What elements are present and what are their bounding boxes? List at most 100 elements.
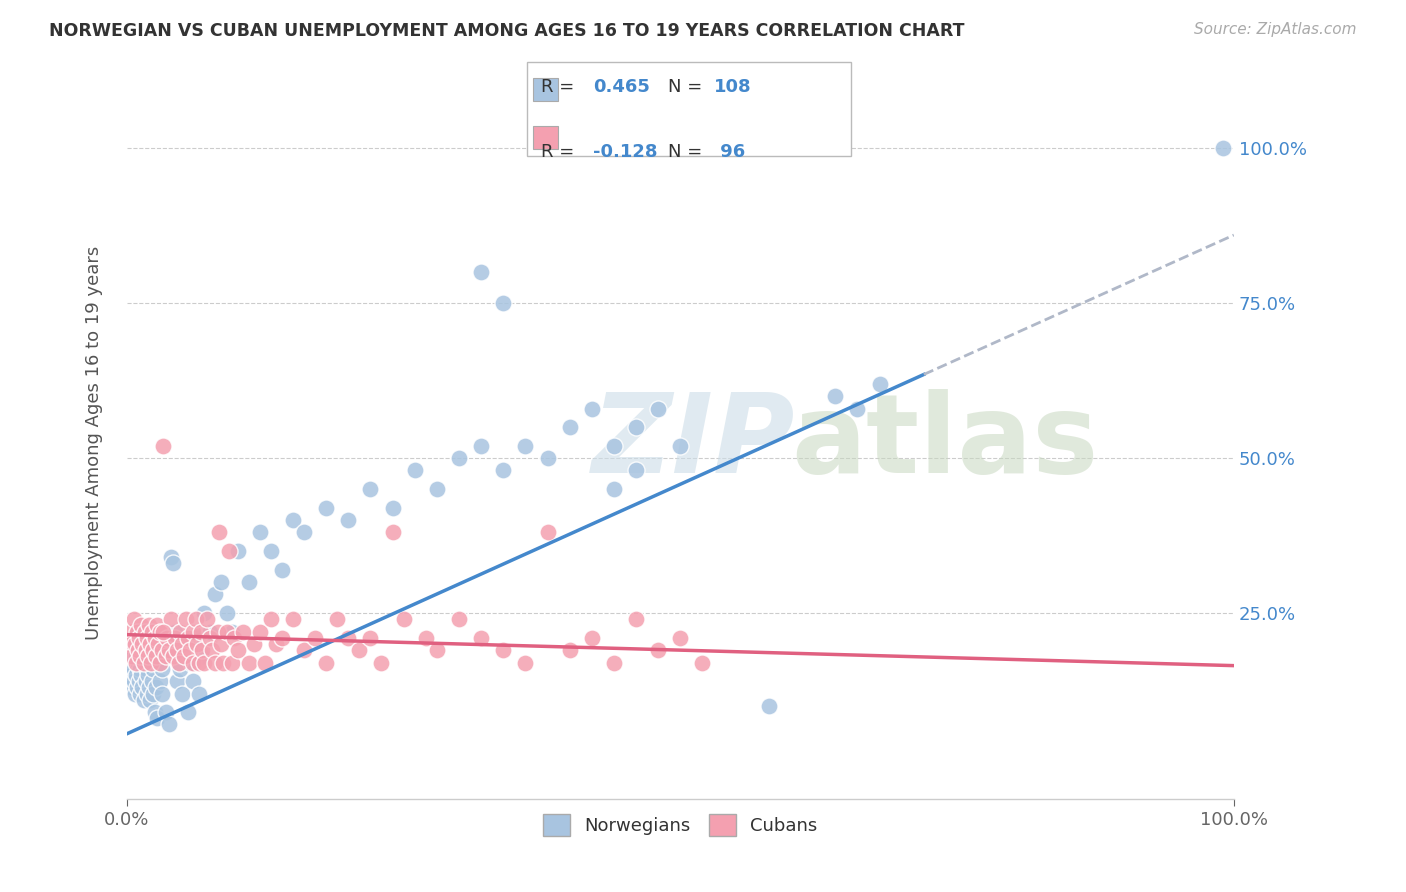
Point xyxy=(120,656,142,670)
Point xyxy=(169,662,191,676)
Point xyxy=(173,637,195,651)
Point xyxy=(260,544,283,558)
Point xyxy=(146,637,169,651)
Point xyxy=(218,544,240,558)
Point xyxy=(152,624,174,639)
Point xyxy=(143,631,166,645)
Point xyxy=(128,643,150,657)
Point xyxy=(136,668,159,682)
Point xyxy=(135,643,157,657)
Point xyxy=(155,705,177,719)
Point xyxy=(146,637,169,651)
Point xyxy=(138,618,160,632)
Point xyxy=(349,643,371,657)
Point xyxy=(125,681,148,695)
Point xyxy=(603,482,626,496)
Point xyxy=(136,649,159,664)
Point xyxy=(139,637,162,651)
Point xyxy=(121,637,143,651)
Point xyxy=(221,624,243,639)
Point xyxy=(181,674,204,689)
Point xyxy=(135,686,157,700)
Point xyxy=(173,649,195,664)
Point xyxy=(177,631,200,645)
Point xyxy=(181,656,204,670)
Point xyxy=(120,681,142,695)
Point xyxy=(131,649,153,664)
Point xyxy=(190,624,212,639)
Point xyxy=(426,643,449,657)
Point xyxy=(470,439,492,453)
Point xyxy=(145,649,167,664)
Point xyxy=(162,649,184,664)
Point xyxy=(186,631,208,645)
Point xyxy=(155,631,177,645)
Point xyxy=(515,656,537,670)
Point xyxy=(492,296,515,310)
Point xyxy=(141,624,163,639)
Point xyxy=(270,563,292,577)
Point xyxy=(326,612,349,626)
Text: N =: N = xyxy=(668,143,707,161)
Point xyxy=(121,649,143,664)
Point xyxy=(136,631,159,645)
Point xyxy=(603,656,626,670)
Point xyxy=(198,624,221,639)
Text: Source: ZipAtlas.com: Source: ZipAtlas.com xyxy=(1194,22,1357,37)
Point xyxy=(180,656,202,670)
Point xyxy=(125,649,148,664)
Point xyxy=(238,656,260,670)
Point xyxy=(152,439,174,453)
Point xyxy=(536,451,558,466)
Point xyxy=(149,624,172,639)
Legend: Norwegians, Cubans: Norwegians, Cubans xyxy=(536,806,825,843)
Point xyxy=(292,643,315,657)
Point xyxy=(127,624,149,639)
Point xyxy=(131,681,153,695)
Point xyxy=(141,643,163,657)
Text: 108: 108 xyxy=(714,78,752,95)
Point xyxy=(135,674,157,689)
Point xyxy=(558,643,581,657)
Point xyxy=(135,662,157,676)
Point xyxy=(187,686,209,700)
Point xyxy=(647,401,669,416)
Point xyxy=(315,500,337,515)
Point xyxy=(624,612,647,626)
Point xyxy=(163,624,186,639)
Point xyxy=(142,686,165,700)
Point xyxy=(238,574,260,589)
Point xyxy=(392,612,415,626)
Point xyxy=(381,525,404,540)
Text: R =: R = xyxy=(541,78,581,95)
Text: 96: 96 xyxy=(714,143,745,161)
Point xyxy=(669,631,692,645)
Point xyxy=(581,401,603,416)
Point xyxy=(125,624,148,639)
Point xyxy=(124,631,146,645)
Point xyxy=(208,525,231,540)
Point xyxy=(134,656,156,670)
Point xyxy=(201,643,224,657)
Point xyxy=(447,451,470,466)
Point xyxy=(149,656,172,670)
Point xyxy=(260,612,283,626)
Point xyxy=(128,631,150,645)
Point xyxy=(172,637,194,651)
Point xyxy=(162,557,184,571)
Point xyxy=(492,643,515,657)
Point xyxy=(624,420,647,434)
Text: N =: N = xyxy=(668,78,707,95)
Point xyxy=(132,656,155,670)
Point xyxy=(869,376,891,391)
Point xyxy=(129,662,152,676)
Point xyxy=(143,705,166,719)
Point xyxy=(292,525,315,540)
Point xyxy=(191,643,214,657)
Point xyxy=(129,631,152,645)
Point xyxy=(128,674,150,689)
Point xyxy=(415,631,437,645)
Point xyxy=(132,637,155,651)
Point xyxy=(150,662,173,676)
Point xyxy=(191,649,214,664)
